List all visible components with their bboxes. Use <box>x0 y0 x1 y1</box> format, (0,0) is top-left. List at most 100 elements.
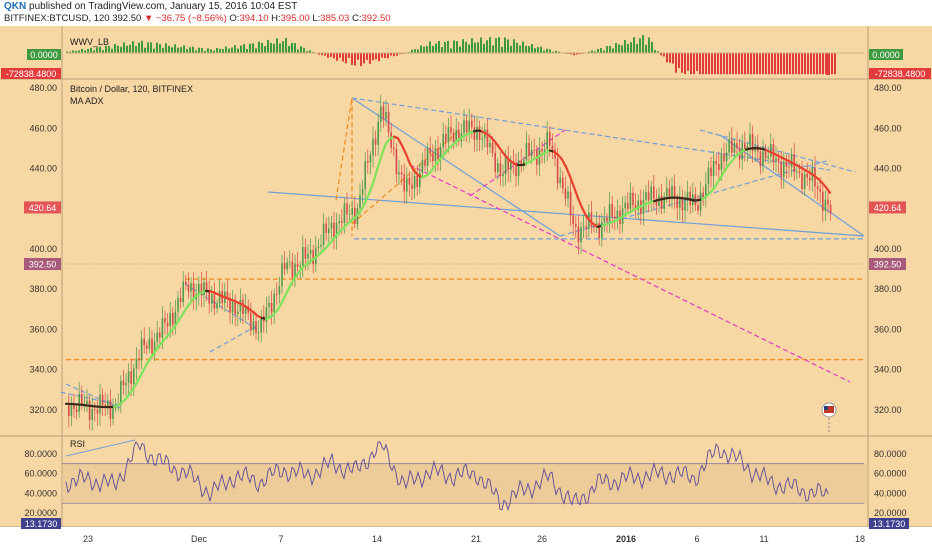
wwv-bar <box>159 44 161 54</box>
wwv-bar <box>255 48 257 54</box>
wwv-bar <box>246 49 248 54</box>
wwv-left-bottom-tag <box>1 68 61 79</box>
wwv-bar <box>826 53 830 75</box>
wwv-bar <box>114 44 116 54</box>
wwv-bar <box>468 44 470 54</box>
candle-body <box>172 312 174 325</box>
wwv-bar <box>192 46 194 54</box>
candle-body <box>827 199 829 205</box>
wwv-bar <box>171 47 173 54</box>
candle-body <box>130 371 132 384</box>
ma-segment <box>356 207 364 216</box>
candle-body <box>278 286 281 295</box>
candle-body <box>785 161 788 167</box>
ma-segment <box>712 180 720 190</box>
wwv-bar <box>753 53 755 75</box>
wwv-bar <box>678 53 680 69</box>
candle-body <box>645 192 647 200</box>
wwv-bar <box>453 40 455 54</box>
wwv-bar <box>660 53 662 56</box>
wwv-bar <box>351 53 353 65</box>
time-axis <box>0 527 932 550</box>
author-name[interactable]: QKN <box>4 1 27 12</box>
wwv-bar <box>165 43 167 54</box>
x-tick-label: 7 <box>278 534 283 544</box>
candle-body <box>299 265 301 267</box>
candle-body <box>525 143 528 161</box>
low-label: L: <box>312 13 321 24</box>
candle-body <box>575 224 577 227</box>
candle-body <box>679 197 681 209</box>
candle-body <box>182 281 184 303</box>
wwv-bar <box>285 38 287 54</box>
wwv-bar <box>810 53 812 75</box>
candle-body <box>343 203 346 223</box>
wwv-bar <box>138 42 140 54</box>
candle-body <box>590 212 593 227</box>
ma-segment <box>500 150 508 158</box>
candle-body <box>88 400 91 420</box>
candle-body <box>627 202 629 209</box>
candle-body <box>185 281 187 285</box>
price-ytick-left: 460.00 <box>29 123 57 133</box>
wwv-bar <box>360 53 362 67</box>
wwv-bar <box>627 43 629 54</box>
wwv-bar <box>465 41 467 54</box>
candle-body <box>543 149 546 152</box>
wwv-bar <box>534 48 536 54</box>
wwv-bar <box>450 48 452 54</box>
candle-body <box>364 160 366 189</box>
candle-body <box>437 148 439 160</box>
candle-body <box>445 134 447 143</box>
candle-body <box>367 160 369 163</box>
wwv-bar <box>228 48 230 54</box>
candle-body <box>101 394 104 405</box>
candle-body <box>699 192 702 211</box>
price-indicator: MA ADX <box>70 96 104 106</box>
ma-segment <box>364 190 372 202</box>
wwv-bar <box>384 53 386 59</box>
wwv-bar <box>411 49 413 54</box>
wwv-bar <box>441 47 443 54</box>
candle-body <box>546 132 548 150</box>
wwv-bar <box>396 53 398 56</box>
candle-body <box>728 139 730 153</box>
close-value: 392.50 <box>361 13 391 24</box>
wwv-bar <box>258 41 260 54</box>
candle-body <box>333 222 335 238</box>
candle-body <box>642 199 645 214</box>
wwv-bar <box>183 45 185 54</box>
wwv-bar <box>78 50 80 54</box>
wwv-bar <box>420 45 422 54</box>
wwv-right-top-tag <box>869 49 903 60</box>
candle-body <box>762 151 764 167</box>
wwv-bar <box>504 37 506 54</box>
ma-segment <box>184 301 192 310</box>
wwv-bar <box>519 45 521 54</box>
candle-body <box>465 120 468 133</box>
wwv-bar <box>573 53 575 56</box>
wwv-bar <box>204 50 206 54</box>
wwv-bar <box>795 53 797 75</box>
candle-body <box>226 291 229 298</box>
ma-segment <box>288 278 296 288</box>
candle-body <box>528 143 530 157</box>
candle-body <box>315 247 317 265</box>
candle-body <box>824 199 827 211</box>
candle-body <box>208 290 210 304</box>
candle-body <box>611 204 613 217</box>
wwv-bar <box>102 50 104 54</box>
wwv-bar <box>570 53 572 55</box>
price-ytick-right: 440.00 <box>874 164 902 174</box>
wwv-bar <box>210 49 212 54</box>
wwv-bar <box>474 42 476 54</box>
wwv-bar <box>624 39 626 54</box>
candle-body <box>281 262 283 287</box>
price-ytick-left: 440.00 <box>29 164 57 174</box>
candle-body <box>393 147 395 150</box>
wwv-bar <box>327 53 329 58</box>
wwv-bar <box>297 49 299 54</box>
wwv-bar <box>804 53 806 75</box>
candle-body <box>790 154 793 167</box>
